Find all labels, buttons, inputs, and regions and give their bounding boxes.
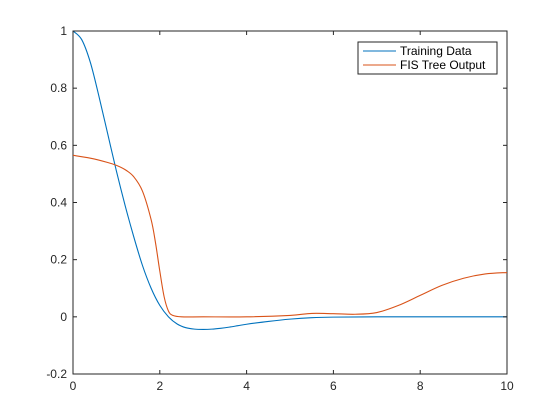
y-tick-label: 0.4: [50, 196, 67, 210]
x-tick-label: 2: [156, 379, 163, 393]
y-tick-label: 0: [60, 310, 67, 324]
legend-label: FIS Tree Output: [400, 58, 486, 72]
axes-box: [72, 30, 508, 375]
y-tick-label: 1: [60, 24, 67, 38]
y-tick-label: 0.8: [50, 81, 67, 95]
y-tick-label: 0.6: [50, 138, 67, 152]
series-line-fis-tree-output: [72, 154, 508, 318]
y-axis-ticks: -0.2 0 0.2 0.4 0.6 0.8 1: [46, 24, 507, 381]
x-tick-label: 10: [500, 379, 514, 393]
x-axis-ticks: 0 2 4 6 8 10: [70, 31, 514, 393]
x-tick-label: 4: [243, 379, 250, 393]
plot-lines: [72, 30, 508, 330]
legend-label: Training Data: [400, 44, 472, 58]
x-tick-label: 6: [330, 379, 337, 393]
y-tick-label: 0.2: [50, 253, 67, 267]
x-tick-label: 0: [70, 379, 77, 393]
series-line-training-data: [72, 30, 507, 330]
y-tick-label: -0.2: [46, 367, 67, 381]
x-tick-label: 8: [417, 379, 424, 393]
legend-box: [357, 41, 498, 75]
